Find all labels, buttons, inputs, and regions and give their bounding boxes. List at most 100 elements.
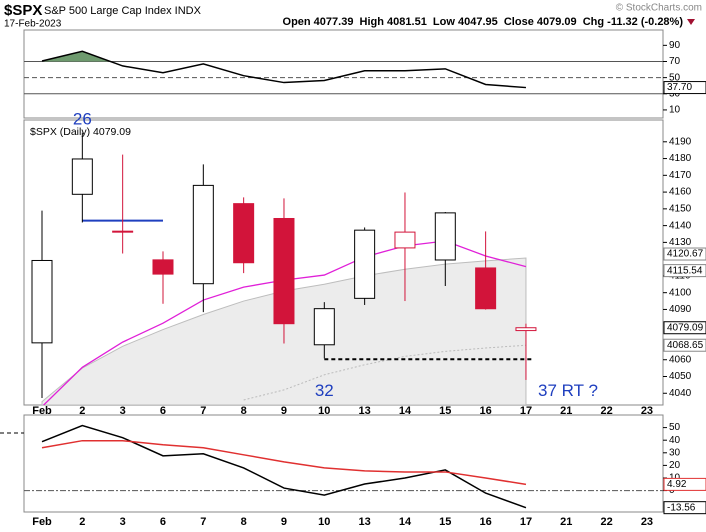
candle-body: [152, 259, 174, 275]
y-tick-label: 50: [669, 72, 681, 83]
end-label: 4115.54: [667, 265, 703, 276]
annotation: 32: [315, 381, 334, 400]
y-tick-label: 4170: [669, 170, 692, 181]
x-tick-label: 21: [560, 405, 572, 417]
overbought-fill: [42, 51, 111, 62]
x-tick-label: 9: [281, 516, 287, 528]
y-tick-label: 40: [669, 435, 681, 446]
y-tick-label: 4040: [669, 388, 692, 399]
macd-frame: [23, 414, 664, 513]
x-tick-label: 8: [241, 516, 247, 528]
x-tick-label: 15: [439, 405, 451, 417]
y-tick-label: 4100: [669, 287, 692, 298]
y-tick-label: 4150: [669, 203, 692, 214]
end-label-box: [663, 501, 706, 515]
rsi-frame: [23, 29, 664, 119]
date: 17-Feb-2023: [4, 19, 62, 30]
y-tick-label: 4060: [669, 354, 692, 365]
x-tick-label: 13: [359, 405, 371, 417]
x-tick-label: 9: [281, 405, 287, 417]
x-tick-label: 17: [520, 516, 532, 528]
plot-area: [31, 132, 537, 405]
indicator-line: [41, 424, 527, 509]
candle-body: [71, 158, 93, 195]
x-tick-label: 14: [399, 516, 412, 528]
x-tick-label: 2: [79, 516, 85, 528]
x-tick-label: 3: [120, 405, 126, 417]
symbol: $SPX: [4, 2, 42, 19]
x-tick-label: 17: [520, 405, 532, 417]
end-label: 4120.67: [667, 249, 704, 260]
y-tick-label: 50: [669, 422, 681, 433]
plot-area: [24, 50, 663, 95]
y-tick-label: 4190: [669, 136, 692, 147]
indicator-line: [41, 439, 527, 486]
x-tick-label: 10: [318, 405, 330, 417]
x-tick-label: 14: [399, 405, 412, 417]
candle-body: [515, 327, 537, 332]
y-tick-label: 30: [669, 447, 681, 458]
candle-body: [394, 231, 416, 249]
candle-body: [31, 259, 53, 344]
ma-line: [243, 344, 526, 401]
y-tick-label: 4160: [669, 187, 692, 198]
annotation: 26: [73, 109, 92, 128]
y-tick-label: 20: [669, 460, 681, 471]
x-tick-label: 16: [480, 516, 492, 528]
x-tick-label: 22: [600, 405, 612, 417]
candle-body: [313, 308, 335, 346]
candle-body: [354, 229, 376, 299]
x-tick-label: 7: [200, 516, 206, 528]
end-label-box: [663, 477, 706, 491]
y-tick-label: 4130: [669, 237, 692, 248]
x-tick-label: 13: [359, 516, 371, 528]
indicator-line: [41, 50, 527, 89]
candle-body: [434, 212, 456, 261]
end-label: 4068.65: [667, 340, 704, 351]
end-label-box: [663, 81, 706, 95]
candle-body: [475, 267, 497, 310]
legend: $SPX (Daily) 4079.09: [30, 126, 131, 138]
y-tick-label: 10: [669, 105, 681, 116]
x-tick-label: 3: [120, 516, 126, 528]
y-tick-label: 90: [669, 40, 681, 51]
x-tick-label: 7: [200, 405, 206, 417]
x-tick-label: 10: [318, 516, 330, 528]
end-label: -13.56: [667, 502, 696, 513]
end-label: 4.92: [667, 479, 687, 490]
end-label: 4079.09: [667, 322, 704, 333]
x-tick-label: 23: [641, 516, 653, 528]
candle-body: [233, 203, 255, 264]
y-tick-label: 4140: [669, 220, 692, 231]
x-tick-label: 8: [241, 405, 247, 417]
candle-body: [112, 230, 134, 233]
x-tick-label: 2: [79, 405, 85, 417]
credit: © StockCharts.com: [616, 3, 702, 14]
quote: Open 4077.39 High 4081.51 Low 4047.95 Cl…: [283, 16, 684, 28]
end-label: 37.70: [667, 82, 692, 93]
x-tick-label: 16: [480, 405, 492, 417]
plot-area: [24, 424, 663, 509]
y-tick-label: 70: [669, 56, 681, 67]
x-tick-label: 15: [439, 516, 451, 528]
end-label-box: [663, 338, 706, 352]
candle-body: [192, 184, 214, 285]
x-tick-label: 6: [160, 405, 166, 417]
x-tick-label: Feb: [32, 405, 52, 417]
x-tick-label: 23: [641, 405, 653, 417]
end-label-box: [663, 321, 706, 335]
y-tick-label: 4050: [669, 371, 692, 382]
x-tick-label: 6: [160, 516, 166, 528]
end-label-box: [663, 264, 706, 278]
y-tick-label: 4180: [669, 153, 692, 164]
x-tick-label: 22: [600, 516, 612, 528]
index-name: S&P 500 Large Cap Index INDX: [44, 5, 202, 17]
x-tick-label: 21: [560, 516, 572, 528]
down-arrow: [687, 19, 695, 25]
x-tick-label: Feb: [32, 516, 52, 528]
candle-body: [273, 217, 295, 325]
y-tick-label: 4090: [669, 304, 692, 315]
end-label-box: [663, 247, 706, 261]
annotation: 37 RT ?: [538, 381, 598, 400]
